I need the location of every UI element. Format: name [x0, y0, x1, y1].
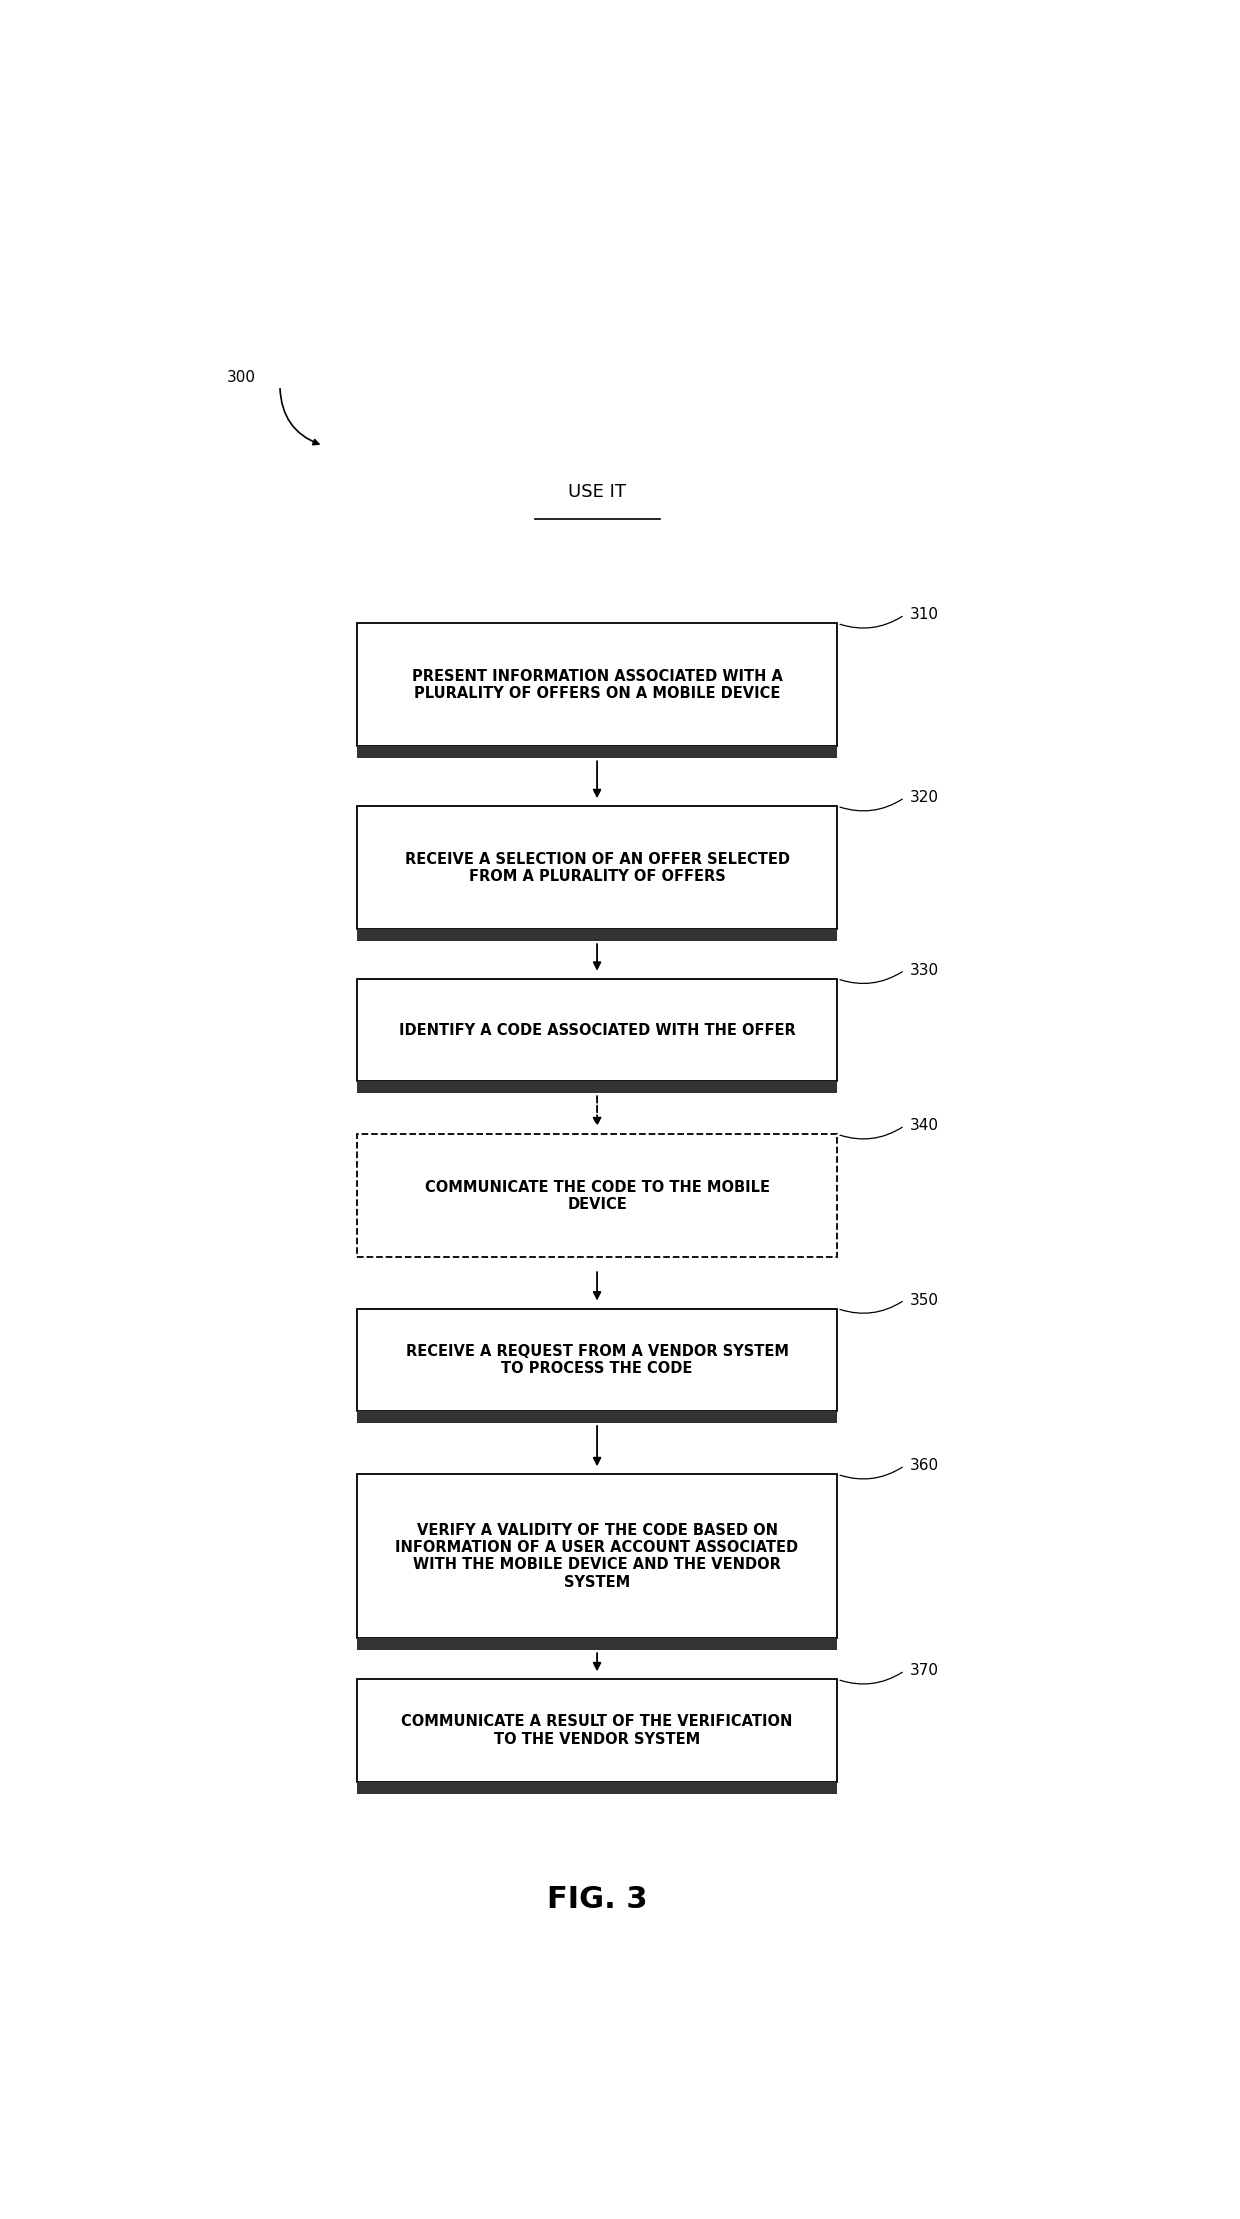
FancyBboxPatch shape — [357, 1680, 837, 1782]
FancyBboxPatch shape — [357, 1081, 837, 1094]
FancyBboxPatch shape — [357, 1411, 837, 1422]
Text: 300: 300 — [227, 371, 257, 384]
Text: PRESENT INFORMATION ASSOCIATED WITH A
PLURALITY OF OFFERS ON A MOBILE DEVICE: PRESENT INFORMATION ASSOCIATED WITH A PL… — [412, 668, 782, 701]
FancyBboxPatch shape — [357, 624, 837, 746]
FancyBboxPatch shape — [357, 805, 837, 930]
FancyBboxPatch shape — [357, 746, 837, 759]
Text: 330: 330 — [909, 963, 939, 979]
Text: VERIFY A VALIDITY OF THE CODE BASED ON
INFORMATION OF A USER ACCOUNT ASSOCIATED
: VERIFY A VALIDITY OF THE CODE BASED ON I… — [396, 1522, 799, 1589]
FancyBboxPatch shape — [357, 930, 837, 941]
Text: COMMUNICATE A RESULT OF THE VERIFICATION
TO THE VENDOR SYSTEM: COMMUNICATE A RESULT OF THE VERIFICATION… — [402, 1715, 792, 1746]
Text: COMMUNICATE THE CODE TO THE MOBILE
DEVICE: COMMUNICATE THE CODE TO THE MOBILE DEVIC… — [424, 1181, 770, 1212]
Text: 340: 340 — [909, 1118, 939, 1134]
Text: 360: 360 — [909, 1458, 939, 1473]
Text: 350: 350 — [909, 1291, 939, 1307]
Text: RECEIVE A SELECTION OF AN OFFER SELECTED
FROM A PLURALITY OF OFFERS: RECEIVE A SELECTION OF AN OFFER SELECTED… — [404, 852, 790, 883]
FancyBboxPatch shape — [357, 1134, 837, 1258]
FancyBboxPatch shape — [357, 1473, 837, 1638]
FancyBboxPatch shape — [357, 979, 837, 1081]
FancyBboxPatch shape — [357, 1782, 837, 1793]
FancyBboxPatch shape — [357, 1309, 837, 1411]
Text: FIG. 3: FIG. 3 — [547, 1886, 647, 1915]
Text: 370: 370 — [909, 1664, 939, 1678]
Text: 320: 320 — [909, 790, 939, 805]
Text: USE IT: USE IT — [568, 484, 626, 501]
Text: RECEIVE A REQUEST FROM A VENDOR SYSTEM
TO PROCESS THE CODE: RECEIVE A REQUEST FROM A VENDOR SYSTEM T… — [405, 1342, 789, 1376]
Text: 310: 310 — [909, 608, 939, 621]
Text: IDENTIFY A CODE ASSOCIATED WITH THE OFFER: IDENTIFY A CODE ASSOCIATED WITH THE OFFE… — [399, 1023, 795, 1038]
FancyBboxPatch shape — [357, 1638, 837, 1651]
